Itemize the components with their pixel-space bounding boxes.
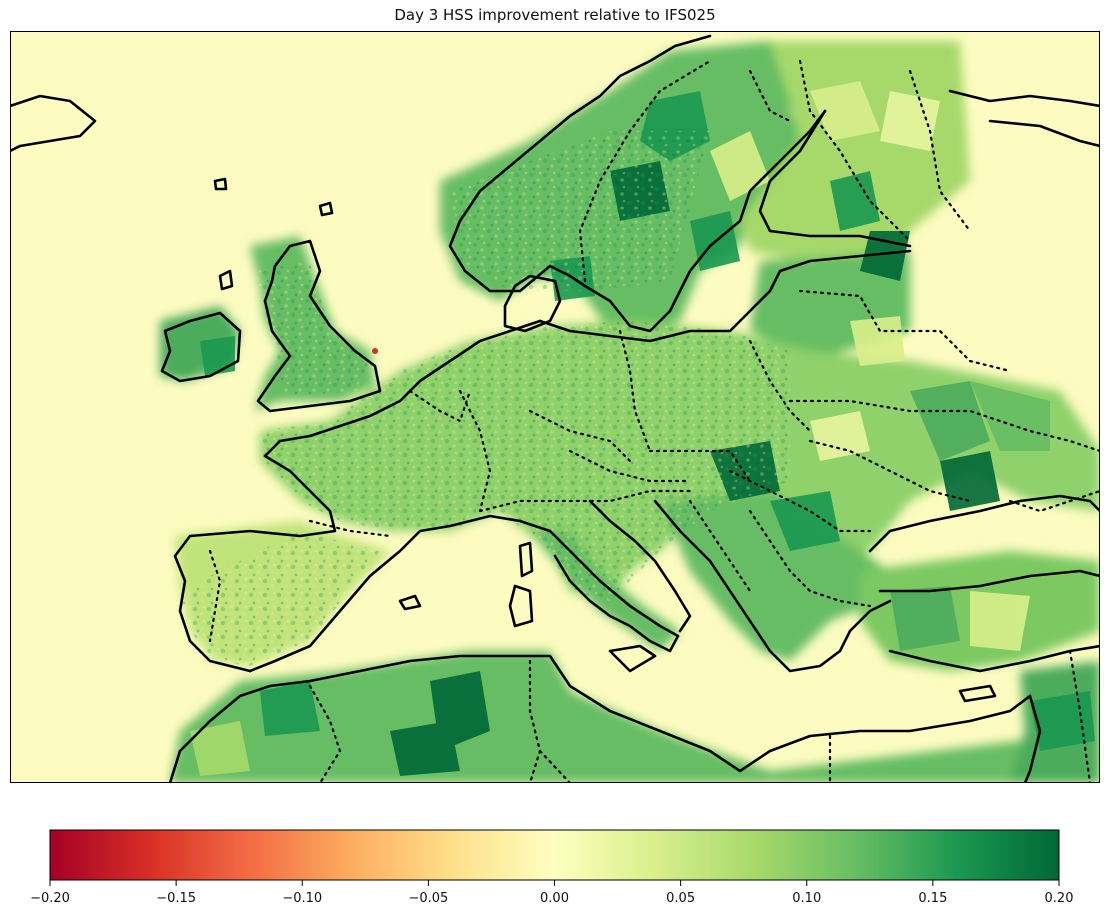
border-alps (478, 489, 692, 513)
border-balkans-1 (688, 499, 752, 593)
colorbar-tick-label: 0.15 (918, 891, 947, 906)
border-sweden-finland (748, 69, 792, 123)
colorbar-tick-label: −0.20 (30, 891, 70, 906)
border-balkans-2 (748, 509, 872, 608)
colorbar-tick-label: −0.05 (408, 891, 448, 906)
border-finland-russia (798, 59, 912, 243)
coastline-continent-north (173, 319, 542, 673)
border-czech-austria (568, 449, 692, 483)
coastline-north-africa (168, 654, 1032, 783)
coastline-ireland (160, 311, 242, 383)
border-caucasus (1008, 489, 1100, 513)
border-algeria-tunisia (528, 659, 542, 783)
border-ukraine-belarus (808, 439, 972, 503)
coastline-turkey-south (888, 644, 1100, 673)
coastline-italy (548, 529, 680, 653)
coastline-corsica (518, 541, 534, 578)
coastline-iberia-south (248, 514, 552, 673)
texture-overlay (180, 131, 790, 666)
border-germany-czech (528, 409, 632, 463)
colorbar: −0.20 −0.15 −0.10 −0.05 0.00 0.05 0.10 0.15 0.20 (30, 829, 1073, 906)
coastline-italy-east (588, 499, 692, 633)
coastline-denmark (503, 274, 562, 333)
border-morocco-algeria (308, 684, 342, 783)
europe-map (10, 31, 1100, 783)
coastline-levant (1023, 694, 1042, 783)
coastline-cyprus (958, 684, 997, 703)
border-baltics (798, 289, 1012, 373)
border-france-germany (458, 389, 492, 513)
border-hungary (648, 449, 752, 483)
coastline-black-sea (868, 494, 1100, 593)
colorbar-tick-label: 0.00 (540, 891, 569, 906)
coastline-balkans (653, 499, 892, 673)
negative-patch (372, 348, 378, 354)
coastline-sardinia (508, 584, 534, 628)
coastline-balearic (398, 594, 422, 611)
coastline-great-britain (256, 239, 382, 413)
map-frame (10, 31, 1100, 783)
coastline-faroe (318, 201, 334, 217)
border-norway-sweden (578, 59, 712, 283)
map-title: Day 3 HSS improvement relative to IFS025 (394, 6, 716, 24)
border-poland-east (748, 339, 812, 433)
border-france-spain (308, 519, 392, 538)
coastline-arctic-east (948, 89, 1100, 148)
border-russia-east (908, 69, 972, 233)
coastline-iceland (10, 94, 97, 153)
border-romania (728, 469, 872, 533)
colorbar-ticks: −0.20 −0.15 −0.10 −0.05 0.00 0.05 0.10 0.15 0.20 (30, 880, 1073, 906)
coastline-baltic-south (538, 249, 912, 343)
country-borders (208, 59, 1100, 783)
border-turkey-east (1068, 649, 1092, 783)
coastline-sicily (608, 644, 657, 673)
coastlines (10, 34, 1100, 783)
coastline-norway (458, 34, 712, 223)
colorbar-tick-label: 0.20 (1045, 891, 1074, 906)
coastline-hebrides (218, 269, 234, 291)
coastline-norway-south (448, 219, 587, 293)
colorbar-tick-label: −0.10 (282, 891, 322, 906)
coastline-sweden-east (583, 109, 827, 333)
border-germany-poland (618, 329, 652, 453)
coastline-finland (758, 109, 912, 248)
colorbar-gradient (49, 829, 1060, 881)
colorbar-tick-label: 0.10 (792, 891, 821, 906)
border-spain-portugal (208, 549, 222, 643)
colorbar-tick-label: −0.15 (156, 891, 196, 906)
coastline-shetland (213, 177, 228, 191)
border-egypt (538, 749, 572, 783)
colorbar-tick-label: 0.05 (666, 891, 695, 906)
